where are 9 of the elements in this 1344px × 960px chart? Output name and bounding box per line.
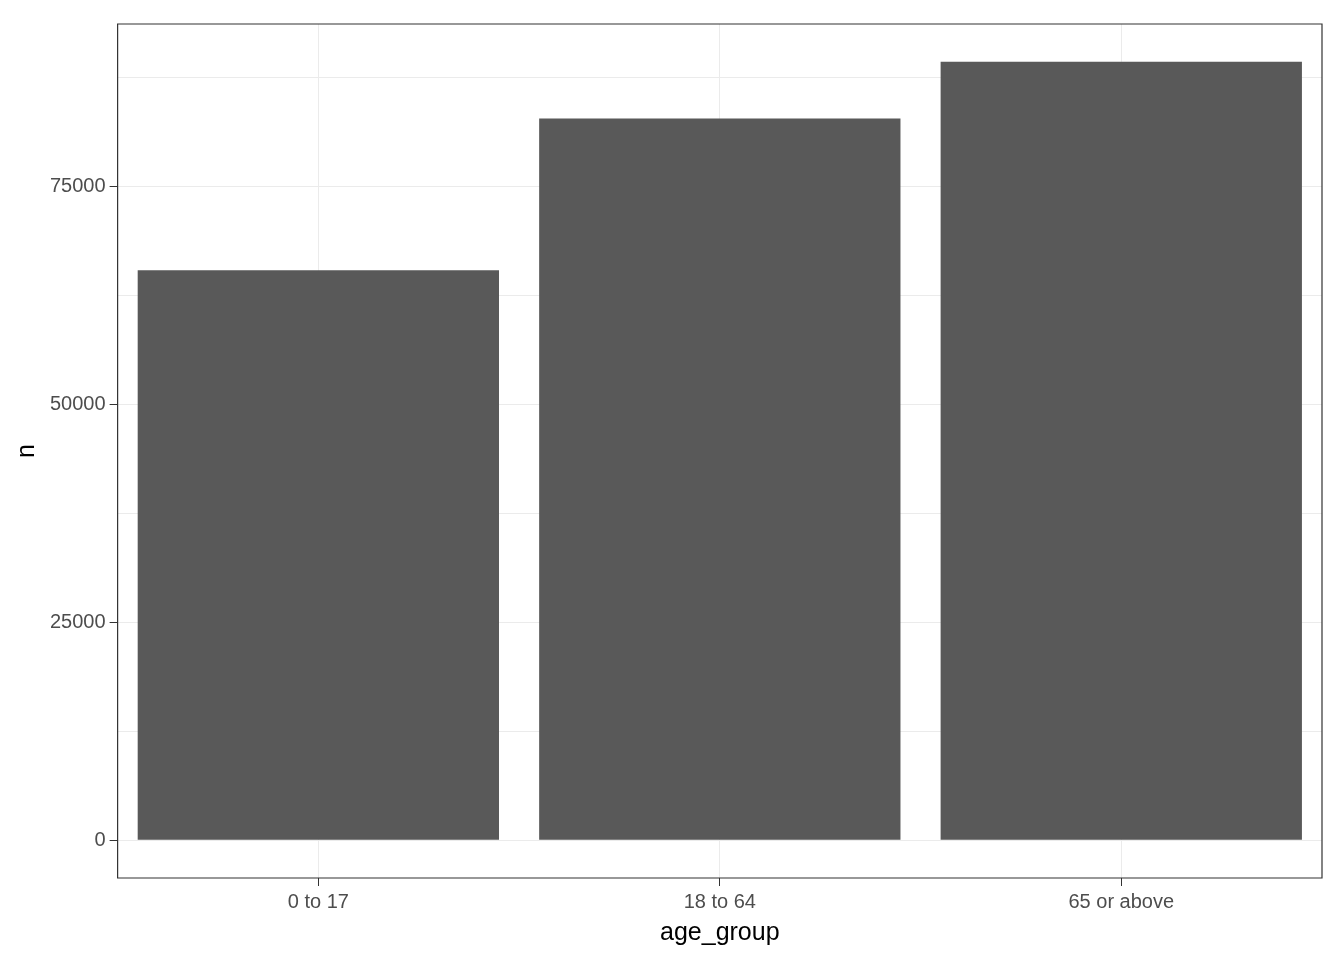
y-tick-label: 50000 bbox=[49, 391, 106, 414]
y-tick-label: 75000 bbox=[49, 173, 106, 196]
x-tick-label: 0 to 17 bbox=[287, 889, 349, 912]
y-axis-title: n bbox=[10, 444, 39, 458]
y-tick-label: 25000 bbox=[49, 609, 106, 632]
x-axis-title: age_group bbox=[660, 916, 780, 945]
x-tick-label: 18 to 64 bbox=[683, 889, 756, 912]
x-tick-label: 65 or above bbox=[1068, 889, 1175, 912]
y-tick-label: 0 bbox=[94, 827, 106, 850]
